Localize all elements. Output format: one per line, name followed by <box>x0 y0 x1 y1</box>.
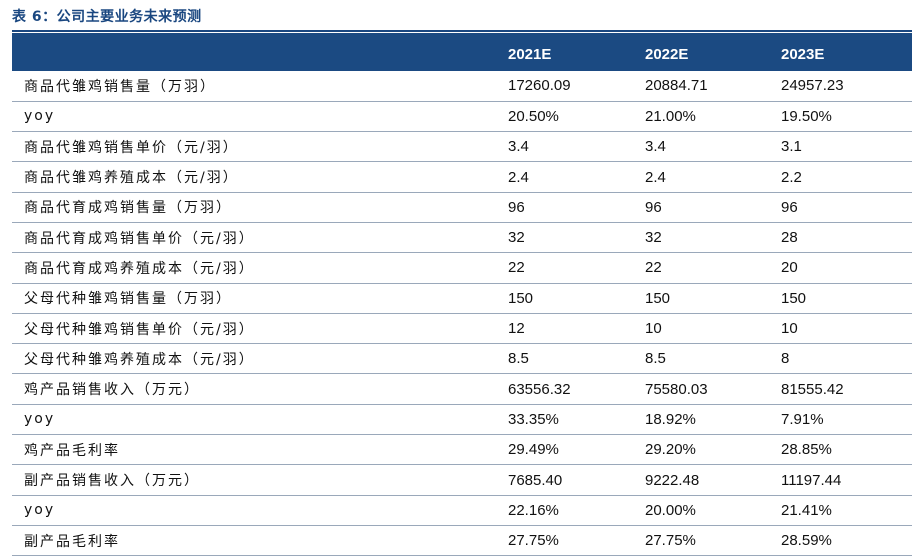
table-row: 商品代雏鸡养殖成本（元/羽） 2.4 2.4 2.2 <box>12 161 912 193</box>
cell-2021e: 20.50% <box>508 101 645 133</box>
table-row: yoy 22.16% 20.00% 21.41% <box>12 495 912 526</box>
row-label: yoy <box>12 101 508 133</box>
cell-2022e: 3.4 <box>645 131 781 163</box>
row-label: 商品代雏鸡销售单价（元/羽） <box>12 131 508 163</box>
table-row: 商品代育成鸡销售单价（元/羽） 32 32 28 <box>12 222 912 254</box>
cell-2022e: 32 <box>645 222 781 254</box>
table-header-row: 2021E 2022E 2023E <box>12 33 912 71</box>
cell-2022e: 8.5 <box>645 343 781 375</box>
cell-2021e: 33.35% <box>508 404 645 436</box>
row-label: 商品代育成鸡养殖成本（元/羽） <box>12 252 508 284</box>
table-row: 鸡产品销售收入（万元） 63556.32 75580.03 81555.42 <box>12 373 912 405</box>
cell-2021e: 32 <box>508 222 645 254</box>
cell-2022e: 9222.48 <box>645 464 781 496</box>
column-header-item <box>12 33 508 71</box>
cell-2021e: 22.16% <box>508 495 645 526</box>
table-row: yoy 33.35% 18.92% 7.91% <box>12 404 912 436</box>
cell-2023e: 20 <box>781 252 912 284</box>
cell-2021e: 22 <box>508 252 645 284</box>
cell-2023e: 28 <box>781 222 912 254</box>
forecast-table: 2021E 2022E 2023E 商品代雏鸡销售量（万羽） 17260.09 … <box>12 33 912 556</box>
cell-2023e: 11197.44 <box>781 464 912 496</box>
cell-2021e: 12 <box>508 313 645 345</box>
cell-2021e: 7685.40 <box>508 464 645 496</box>
row-label: 副产品销售收入（万元） <box>12 464 508 496</box>
table-row: yoy 20.50% 21.00% 19.50% <box>12 101 912 133</box>
cell-2021e: 29.49% <box>508 434 645 466</box>
cell-2023e: 21.41% <box>781 495 912 526</box>
table-row: 商品代育成鸡养殖成本（元/羽） 22 22 20 <box>12 252 912 284</box>
cell-2023e: 7.91% <box>781 404 912 436</box>
cell-2021e: 3.4 <box>508 131 645 163</box>
cell-2023e: 150 <box>781 283 912 314</box>
cell-2022e: 10 <box>645 313 781 345</box>
table-row: 父母代种雏鸡销售单价（元/羽） 12 10 10 <box>12 313 912 345</box>
cell-2021e: 150 <box>508 283 645 314</box>
cell-2022e: 29.20% <box>645 434 781 466</box>
cell-2023e: 2.2 <box>781 161 912 193</box>
cell-2021e: 17260.09 <box>508 71 645 102</box>
cell-2022e: 27.75% <box>645 525 781 556</box>
cell-2022e: 75580.03 <box>645 373 781 405</box>
row-label: yoy <box>12 495 508 526</box>
table-row: 商品代雏鸡销售量（万羽） 17260.09 20884.71 24957.23 <box>12 71 912 102</box>
column-header-2023e: 2023E <box>781 45 825 63</box>
cell-2023e: 19.50% <box>781 101 912 133</box>
cell-2021e: 8.5 <box>508 343 645 375</box>
table-row: 副产品毛利率 27.75% 27.75% 28.59% <box>12 525 912 556</box>
table-row: 鸡产品毛利率 29.49% 29.20% 28.85% <box>12 434 912 466</box>
table-row: 商品代雏鸡销售单价（元/羽） 3.4 3.4 3.1 <box>12 131 912 163</box>
cell-2022e: 20.00% <box>645 495 781 526</box>
row-label: yoy <box>12 404 508 436</box>
column-header-2022e: 2022E <box>645 45 689 63</box>
cell-2022e: 22 <box>645 252 781 284</box>
cell-2023e: 3.1 <box>781 131 912 163</box>
cell-2021e: 63556.32 <box>508 373 645 405</box>
row-label: 商品代雏鸡养殖成本（元/羽） <box>12 161 508 193</box>
cell-2021e: 2.4 <box>508 161 645 193</box>
cell-2022e: 2.4 <box>645 161 781 193</box>
cell-2021e: 96 <box>508 192 645 223</box>
cell-2021e: 27.75% <box>508 525 645 556</box>
cell-2022e: 21.00% <box>645 101 781 133</box>
cell-2023e: 28.85% <box>781 434 912 466</box>
row-label: 商品代雏鸡销售量（万羽） <box>12 71 508 102</box>
row-label: 父母代种雏鸡销售单价（元/羽） <box>12 313 508 345</box>
cell-2022e: 96 <box>645 192 781 223</box>
table-row: 商品代育成鸡销售量（万羽） 96 96 96 <box>12 192 912 223</box>
table-row: 父母代种雏鸡销售量（万羽） 150 150 150 <box>12 283 912 314</box>
table-row: 副产品销售收入（万元） 7685.40 9222.48 11197.44 <box>12 464 912 496</box>
row-label: 父母代种雏鸡养殖成本（元/羽） <box>12 343 508 375</box>
cell-2023e: 8 <box>781 343 912 375</box>
row-label: 商品代育成鸡销售量（万羽） <box>12 192 508 223</box>
cell-2023e: 24957.23 <box>781 71 912 102</box>
table-caption: 表 6：公司主要业务未来预测 <box>12 9 202 25</box>
cell-2022e: 20884.71 <box>645 71 781 102</box>
cell-2023e: 28.59% <box>781 525 912 556</box>
row-label: 鸡产品毛利率 <box>12 434 508 466</box>
cell-2023e: 96 <box>781 192 912 223</box>
row-label: 鸡产品销售收入（万元） <box>12 373 508 405</box>
cell-2022e: 150 <box>645 283 781 314</box>
cell-2023e: 10 <box>781 313 912 345</box>
table-row: 父母代种雏鸡养殖成本（元/羽） 8.5 8.5 8 <box>12 343 912 375</box>
cell-2023e: 81555.42 <box>781 373 912 405</box>
caption-rule <box>12 30 912 32</box>
row-label: 副产品毛利率 <box>12 525 508 556</box>
row-label: 商品代育成鸡销售单价（元/羽） <box>12 222 508 254</box>
column-header-2021e: 2021E <box>508 45 552 63</box>
row-label: 父母代种雏鸡销售量（万羽） <box>12 283 508 314</box>
cell-2022e: 18.92% <box>645 404 781 436</box>
